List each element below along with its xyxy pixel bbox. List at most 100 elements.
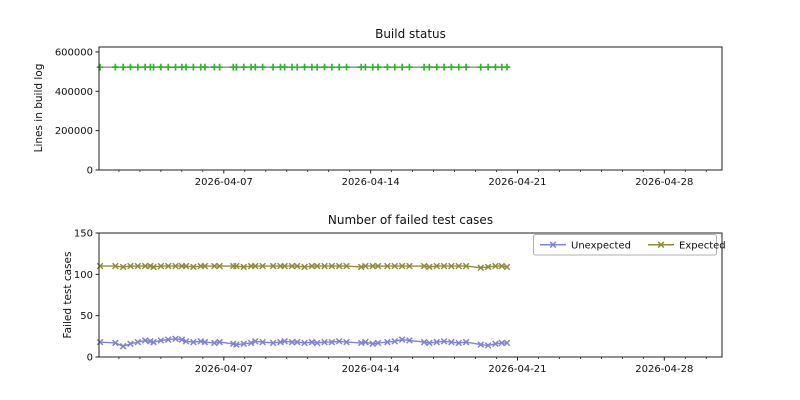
x-marker (362, 262, 369, 270)
series-expected (96, 262, 511, 272)
x-marker (549, 241, 557, 249)
x-tick-label: 2026-04-14 (342, 177, 400, 188)
plus-marker (440, 63, 448, 71)
x-marker (119, 263, 127, 271)
x-marker (321, 338, 328, 346)
x-marker (301, 339, 308, 347)
series-line (100, 265, 508, 269)
x-marker (433, 262, 441, 270)
x-marker (477, 264, 485, 272)
x-marker (426, 263, 433, 271)
x-marker (384, 338, 391, 346)
chart-title-failed-test-cases: Number of failed test cases (327, 213, 494, 227)
plus-marker (251, 63, 259, 71)
x-marker (369, 340, 377, 348)
x-marker (308, 338, 316, 346)
chart-failed-test-cases: 0 50 100 150 2026-04-07 2026-04-14 2026-04-21 2… (74, 229, 726, 376)
x-marker (420, 262, 428, 270)
x-marker (211, 339, 218, 347)
y-axis-label-lines-in-build-log: Lines in build log (33, 63, 45, 153)
plus-marker (201, 63, 209, 71)
y-axis-label-failed-test-cases: Failed test cases (62, 251, 74, 339)
plus-marker (433, 63, 441, 71)
y-tick-label: 600000 (55, 47, 93, 58)
x-marker (657, 241, 665, 249)
plus-marker (189, 63, 197, 71)
plus-marker (374, 63, 382, 71)
x-marker (293, 338, 301, 346)
x-marker (492, 340, 499, 348)
legend-entry-unexpected: Unexpected (540, 240, 631, 251)
x-marker (328, 262, 336, 270)
x-marker (164, 262, 172, 270)
x-marker (462, 338, 470, 346)
plus-marker (484, 63, 492, 71)
x-marker (484, 263, 492, 271)
plus-marker (425, 63, 433, 71)
x-marker (335, 337, 343, 345)
x-marker (281, 337, 288, 345)
x-marker (384, 262, 391, 270)
x-marker (374, 262, 382, 270)
plus-marker (462, 63, 470, 71)
x-marker (182, 337, 190, 345)
x-marker (288, 262, 296, 270)
x-marker (313, 339, 321, 347)
plus-marker (134, 63, 142, 71)
x-marker (503, 263, 511, 271)
x-marker (308, 262, 316, 270)
plus-marker (398, 63, 406, 71)
x-marker (281, 262, 288, 270)
x-marker (455, 339, 463, 347)
x-marker (150, 338, 157, 346)
x-marker (251, 337, 259, 345)
plus-marker (406, 63, 413, 71)
plus-marker (343, 63, 350, 71)
x-tick-label: 2026-04-28 (635, 364, 693, 375)
plus-marker (301, 63, 308, 71)
series-lines-in-build-log (96, 63, 511, 71)
x-marker (247, 339, 255, 347)
x-marker (233, 341, 240, 348)
x-tick-label: 2026-04-07 (195, 364, 253, 375)
plus-marker (216, 63, 224, 71)
plus-marker (172, 63, 179, 71)
x-tick-label: 2026-04-14 (342, 364, 400, 375)
x-marker (448, 262, 455, 270)
x-marker (433, 338, 441, 346)
x-marker (127, 340, 134, 348)
x-marker (343, 262, 350, 270)
plus-marker (240, 63, 248, 71)
x-marker (216, 262, 223, 270)
x-marker (259, 338, 266, 346)
plus-marker (362, 63, 369, 71)
x-marker (440, 262, 448, 270)
legend-label: Expected (679, 240, 726, 251)
x-marker (112, 339, 119, 347)
x-marker (141, 337, 149, 344)
x-marker (164, 336, 172, 343)
x-marker (293, 262, 301, 270)
plus-marker (477, 63, 485, 71)
x-marker (492, 262, 499, 270)
y-tick-label: 400000 (55, 87, 93, 98)
x-marker (420, 338, 428, 346)
x-marker (190, 338, 197, 346)
x-marker (211, 262, 218, 270)
x-marker (201, 338, 209, 346)
series-unexpected (96, 335, 511, 350)
x-marker (426, 339, 433, 347)
x-marker (96, 338, 104, 346)
x-marker (498, 339, 506, 347)
plus-marker (182, 63, 190, 71)
x-marker (455, 262, 463, 270)
x-marker (190, 263, 197, 271)
x-marker (406, 337, 413, 344)
x-tick-label: 2026-04-21 (488, 177, 546, 188)
x-marker (462, 262, 470, 270)
x-marker (362, 338, 369, 346)
x-marker (119, 342, 127, 350)
x-marker (240, 340, 248, 348)
x-marker (406, 262, 413, 270)
